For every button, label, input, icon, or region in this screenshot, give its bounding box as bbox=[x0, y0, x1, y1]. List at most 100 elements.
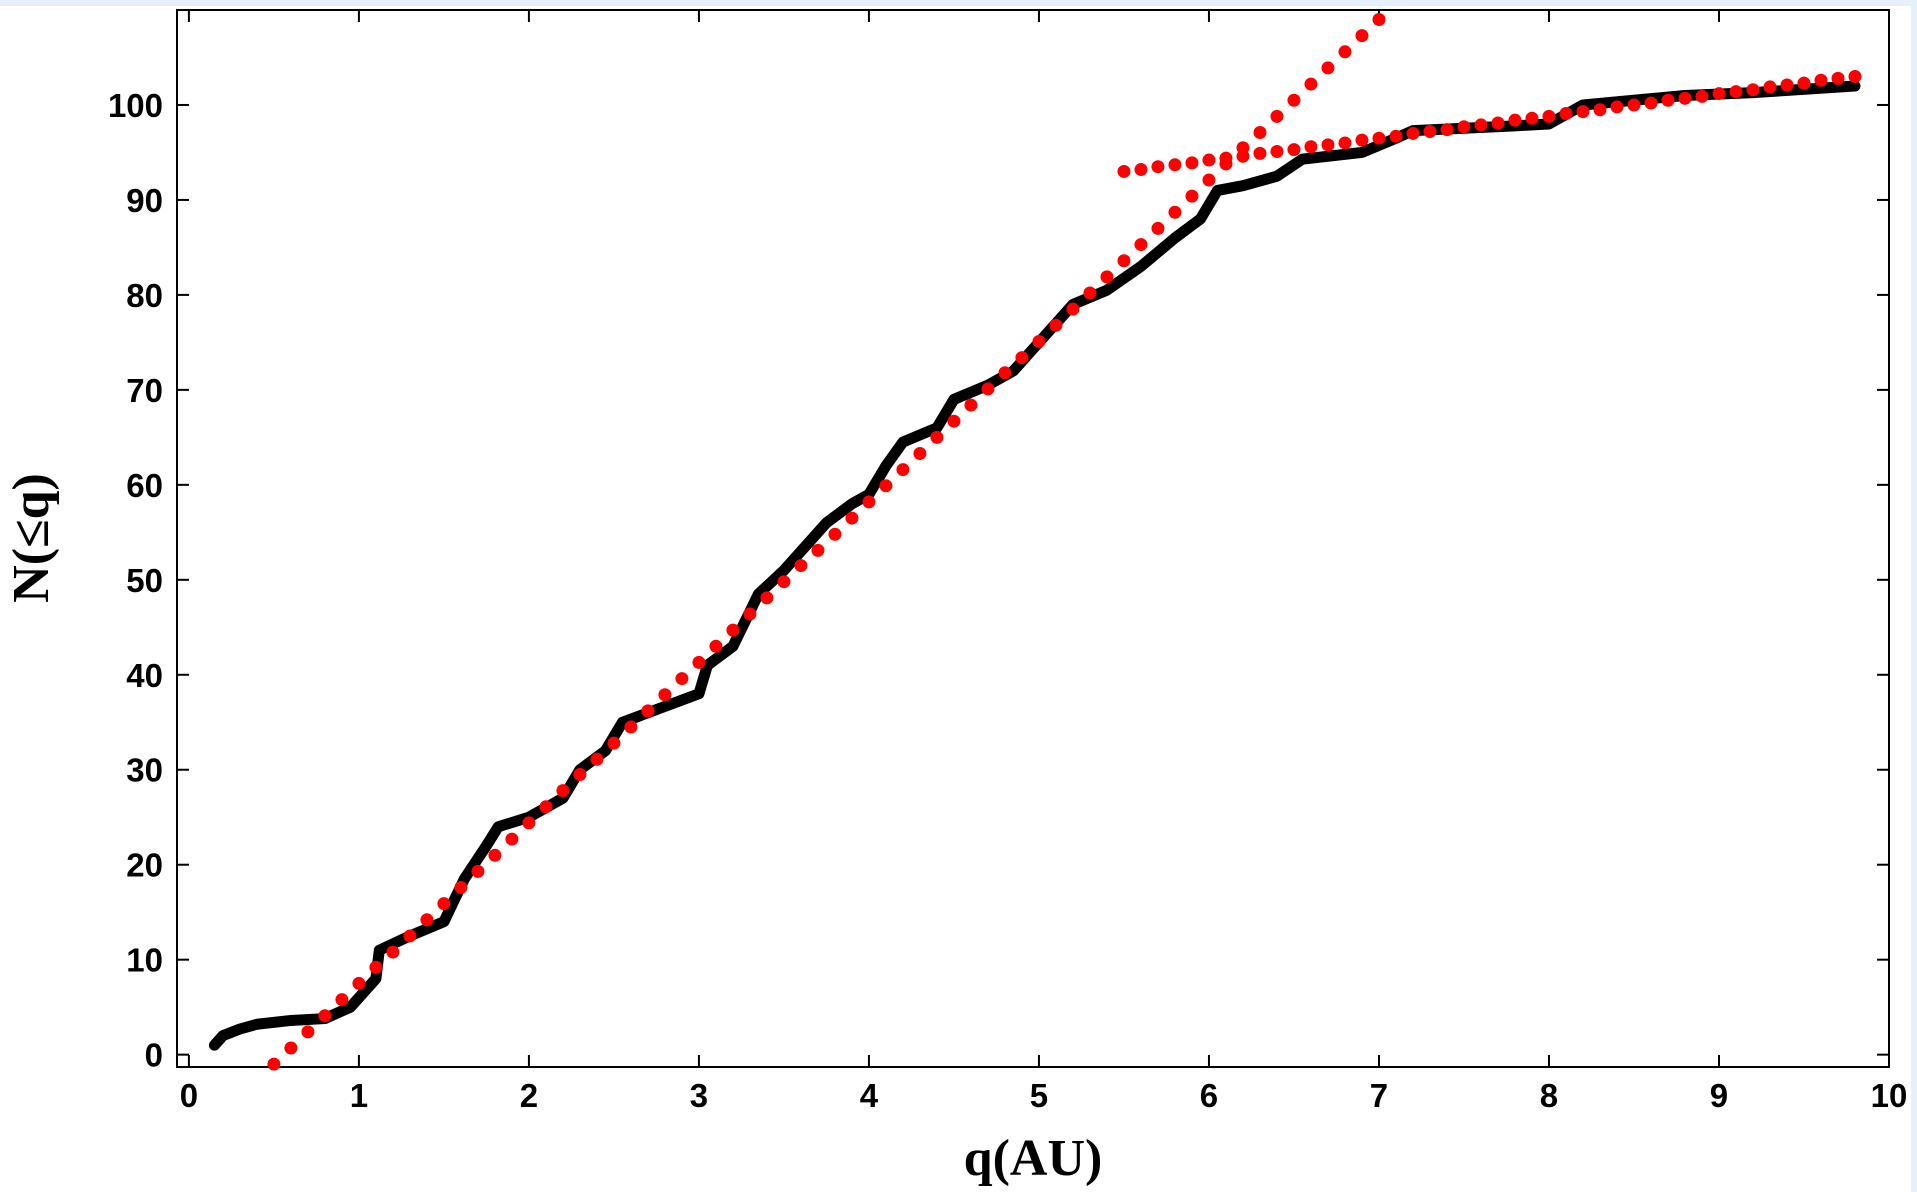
data-point bbox=[386, 945, 400, 959]
y-tick-label: 60 bbox=[126, 467, 163, 504]
y-tick-label: 90 bbox=[126, 182, 163, 219]
data-point bbox=[1678, 91, 1692, 105]
x-tick-label: 4 bbox=[860, 1077, 879, 1114]
data-point bbox=[709, 639, 723, 653]
data-point bbox=[556, 784, 570, 798]
data-point bbox=[692, 655, 706, 669]
data-point bbox=[284, 1041, 298, 1055]
data-point bbox=[454, 881, 468, 895]
data-point bbox=[1117, 254, 1131, 268]
data-point bbox=[1032, 334, 1046, 348]
data-point bbox=[1287, 93, 1301, 107]
y-tick-label: 50 bbox=[126, 562, 163, 599]
data-point bbox=[1627, 98, 1641, 112]
data-point bbox=[760, 591, 774, 605]
data-point bbox=[522, 816, 536, 830]
data-point bbox=[471, 864, 485, 878]
data-point bbox=[1644, 96, 1658, 110]
data-point bbox=[1508, 113, 1522, 127]
data-point bbox=[947, 414, 961, 428]
y-tick-label: 70 bbox=[126, 372, 163, 409]
plot-frame bbox=[176, 9, 1890, 1068]
y-tick-label: 20 bbox=[126, 847, 163, 884]
data-point bbox=[879, 479, 893, 493]
data-point bbox=[1593, 103, 1607, 117]
x-tick-label: 10 bbox=[1871, 1077, 1908, 1114]
data-point bbox=[1797, 76, 1811, 90]
data-point bbox=[437, 897, 451, 911]
data-point bbox=[811, 543, 825, 557]
data-point bbox=[964, 398, 978, 412]
window-edge bbox=[1911, 0, 1917, 1192]
data-point bbox=[488, 848, 502, 862]
x-tick-label: 6 bbox=[1200, 1077, 1218, 1114]
data-point bbox=[624, 720, 638, 734]
data-point bbox=[1151, 221, 1165, 235]
data-point bbox=[743, 607, 757, 621]
data-point bbox=[403, 929, 417, 943]
data-point bbox=[1746, 83, 1760, 97]
data-point bbox=[1848, 69, 1862, 83]
data-point bbox=[1015, 351, 1029, 365]
data-point bbox=[658, 688, 672, 702]
data-point bbox=[301, 1025, 315, 1039]
data-point bbox=[1338, 136, 1352, 150]
data-point bbox=[845, 511, 859, 525]
data-point bbox=[1066, 302, 1080, 316]
data-point bbox=[641, 704, 655, 718]
data-point bbox=[1559, 107, 1573, 121]
data-point bbox=[1780, 78, 1794, 92]
y-axis-label: N(≤q) bbox=[3, 473, 60, 603]
data-point bbox=[590, 752, 604, 766]
data-point bbox=[828, 527, 842, 541]
data-point bbox=[1185, 156, 1199, 170]
window-edge bbox=[0, 0, 1917, 6]
data-point bbox=[1253, 126, 1267, 140]
data-point bbox=[1763, 80, 1777, 94]
data-point bbox=[896, 463, 910, 477]
data-point bbox=[1831, 71, 1845, 85]
data-point bbox=[1219, 151, 1233, 165]
y-tick-label: 40 bbox=[126, 657, 163, 694]
data-point bbox=[1729, 85, 1743, 99]
data-point bbox=[1168, 205, 1182, 219]
data-point bbox=[573, 767, 587, 781]
data-point bbox=[1321, 61, 1335, 75]
data-point bbox=[1049, 318, 1063, 332]
data-point bbox=[726, 623, 740, 637]
x-tick-label: 5 bbox=[1030, 1077, 1048, 1114]
data-point bbox=[1100, 270, 1114, 284]
data-point bbox=[1083, 286, 1097, 300]
data-point bbox=[1270, 109, 1284, 123]
x-tick-label: 8 bbox=[1540, 1077, 1558, 1114]
data-point bbox=[1525, 111, 1539, 125]
data-point bbox=[1270, 145, 1284, 159]
data-point bbox=[794, 559, 808, 573]
x-tick-label: 1 bbox=[350, 1077, 368, 1114]
y-tick-label: 10 bbox=[126, 942, 163, 979]
data-point bbox=[913, 447, 927, 461]
data-point bbox=[1712, 87, 1726, 101]
y-tick-label: 100 bbox=[108, 87, 163, 124]
data-point bbox=[930, 430, 944, 444]
data-point bbox=[1814, 73, 1828, 87]
data-point bbox=[335, 993, 349, 1007]
data-point bbox=[675, 672, 689, 686]
y-tick-label: 30 bbox=[126, 752, 163, 789]
x-tick-label: 2 bbox=[520, 1077, 538, 1114]
data-point bbox=[420, 913, 434, 927]
data-point bbox=[1542, 109, 1556, 123]
data-point bbox=[1355, 133, 1369, 147]
data-point bbox=[1202, 173, 1216, 187]
data-point bbox=[1474, 118, 1488, 132]
data-point bbox=[1287, 143, 1301, 157]
data-point bbox=[1355, 29, 1369, 43]
data-point bbox=[1134, 163, 1148, 177]
data-point bbox=[981, 382, 995, 396]
data-point bbox=[1185, 189, 1199, 203]
data-point bbox=[318, 1009, 332, 1023]
y-tick-label: 80 bbox=[126, 277, 163, 314]
data-point bbox=[1423, 125, 1437, 139]
data-point bbox=[1576, 105, 1590, 119]
